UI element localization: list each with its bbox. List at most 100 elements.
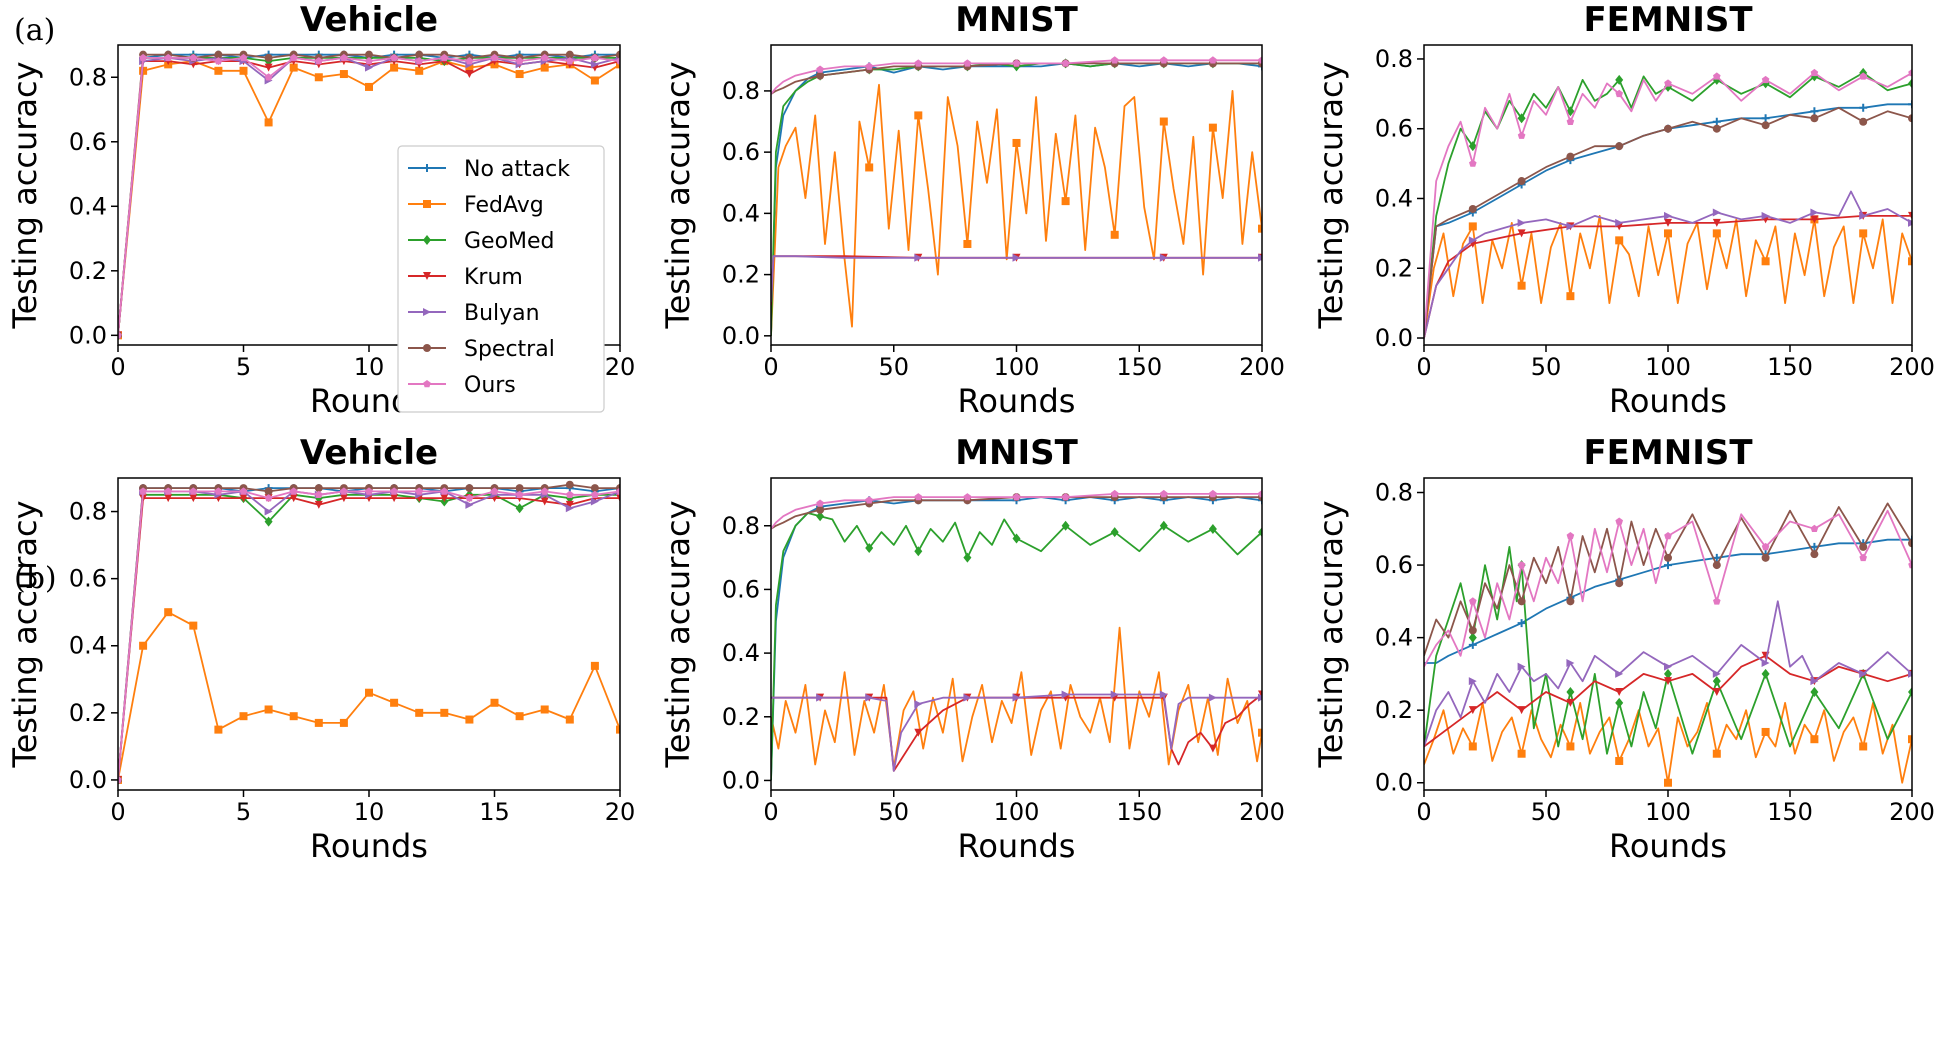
legend-label-bulyan: Bulyan [464, 301, 540, 326]
series-group [118, 480, 620, 785]
data-point-spectral [1712, 561, 1721, 570]
data-point-fedavg [1712, 749, 1721, 758]
data-point-ours [264, 494, 273, 502]
series-line-bulyan [1424, 190, 1912, 339]
data-point-bulyan [914, 253, 923, 262]
data-point-fedavg [164, 608, 173, 617]
legend-label-ours: Ours [464, 373, 516, 398]
data-point-bulyan [1468, 236, 1477, 245]
chart-a-mnist: MNIST 0 50 100 150 200 0.0 0.2 0.4 0.6 0.8 Rounds Te… [659, 0, 1285, 420]
legend-label-krum: Krum [464, 265, 523, 290]
data-point-fedavg [1061, 197, 1070, 206]
data-point-fedavg [1517, 281, 1526, 290]
data-point-ours [465, 57, 474, 65]
x-tick-label: 100 [994, 798, 1040, 826]
x-tick-label: 200 [1889, 798, 1935, 826]
series-group [118, 50, 620, 341]
data-point-fedavg [214, 725, 223, 734]
data-point-krum [1615, 688, 1624, 697]
data-point-ours [139, 487, 147, 495]
y-tick-label: 0.4 [722, 639, 760, 667]
data-point-ours [214, 487, 223, 495]
data-point-fedavg [1908, 735, 1912, 744]
data-point-spectral [415, 50, 424, 59]
data-point-ours [1061, 59, 1070, 67]
data-point-ours [1160, 56, 1168, 64]
y-tick-label: 0.0 [722, 766, 760, 794]
data-point-fedavg [1908, 257, 1912, 266]
data-point-fedavg [1258, 224, 1262, 233]
legend-marker-fedavg [423, 200, 431, 208]
y-tick-label: 0.2 [69, 699, 107, 727]
data-point-ours [1110, 489, 1119, 498]
chart-title: MNIST [955, 433, 1078, 473]
data-point-fedavg [465, 63, 474, 72]
x-tick-label: 200 [1239, 353, 1285, 381]
x-tick-label: 0 [110, 353, 125, 381]
legend: No attack FedAvg GeoMed Krum Bulyan Spectral O… [397, 145, 605, 413]
data-point-ours [239, 487, 248, 495]
data-point-no-attack [1664, 561, 1672, 570]
legend-marker-geomed [423, 235, 431, 245]
chart-title: Vehicle [300, 0, 438, 40]
data-point-krum [1810, 215, 1819, 224]
legend-box [397, 145, 605, 413]
panel-label-a: (a) [14, 13, 55, 48]
data-point-ours [365, 487, 373, 495]
y-tick-label: 0.6 [69, 565, 107, 593]
data-point-ours [139, 53, 147, 62]
plot-grid: Vehicle 0 5 10 15 20 0.0 0.2 0.4 0.6 0.8 Rounds Test… [6, 0, 1935, 865]
y-tick-label: 0.4 [69, 632, 107, 660]
data-point-ours [1160, 489, 1168, 498]
data-point-ours [540, 53, 549, 62]
legend-label-fedavg: FedAvg [464, 193, 544, 218]
x-tick-label: 150 [1767, 353, 1813, 381]
y-tick-label: 0.4 [69, 192, 107, 220]
data-point-fedavg [365, 82, 373, 91]
data-point-spectral [565, 50, 574, 59]
y-tick-label: 0.2 [722, 261, 760, 289]
data-point-fedavg [1810, 735, 1819, 744]
data-point-ours [189, 53, 198, 62]
data-point-spectral [1761, 121, 1770, 130]
data-point-ours [914, 59, 923, 67]
y-tick-label: 0.0 [722, 322, 760, 350]
data-point-fedavg [339, 70, 348, 79]
data-point-krum [1468, 706, 1477, 715]
y-tick-label: 0.2 [722, 703, 760, 731]
data-point-krum [339, 494, 348, 503]
chart-title: Vehicle [300, 433, 438, 473]
data-point-fedavg [390, 63, 399, 72]
series-line-spectral [771, 62, 1262, 95]
data-point-fedavg [1012, 138, 1021, 147]
data-point-fedavg [465, 715, 474, 724]
y-tick-label: 0.2 [1375, 696, 1413, 724]
legend-marker-bulyan [423, 308, 431, 316]
x-tick-label: 5 [236, 798, 251, 826]
series-line-ours [771, 493, 1262, 530]
data-point-bulyan [1664, 211, 1672, 220]
data-point-krum [264, 63, 273, 72]
data-point-bulyan [1258, 693, 1262, 702]
data-point-ours [1761, 542, 1770, 551]
series-line-no-attack [1424, 538, 1912, 664]
data-point-krum [1712, 688, 1721, 697]
series-line-bulyan [771, 693, 1262, 772]
data-point-spectral [1761, 553, 1770, 562]
data-point-spectral [1517, 597, 1526, 606]
data-point-fedavg [440, 708, 449, 717]
data-point-fedavg [314, 718, 323, 727]
data-point-bulyan [1761, 659, 1770, 668]
y-tick-label: 0.8 [722, 512, 760, 540]
data-point-ours [340, 487, 348, 495]
x-tick-label: 100 [1645, 353, 1691, 381]
series-line-geomed [118, 493, 620, 780]
data-point-fedavg [1664, 229, 1672, 238]
data-point-ours [963, 493, 972, 501]
y-tick-label: 0.4 [1375, 624, 1413, 652]
data-point-bulyan [1517, 662, 1526, 671]
x-tick-label: 10 [354, 353, 385, 381]
y-tick-label: 0.2 [1375, 254, 1413, 282]
data-point-ours [315, 490, 323, 498]
